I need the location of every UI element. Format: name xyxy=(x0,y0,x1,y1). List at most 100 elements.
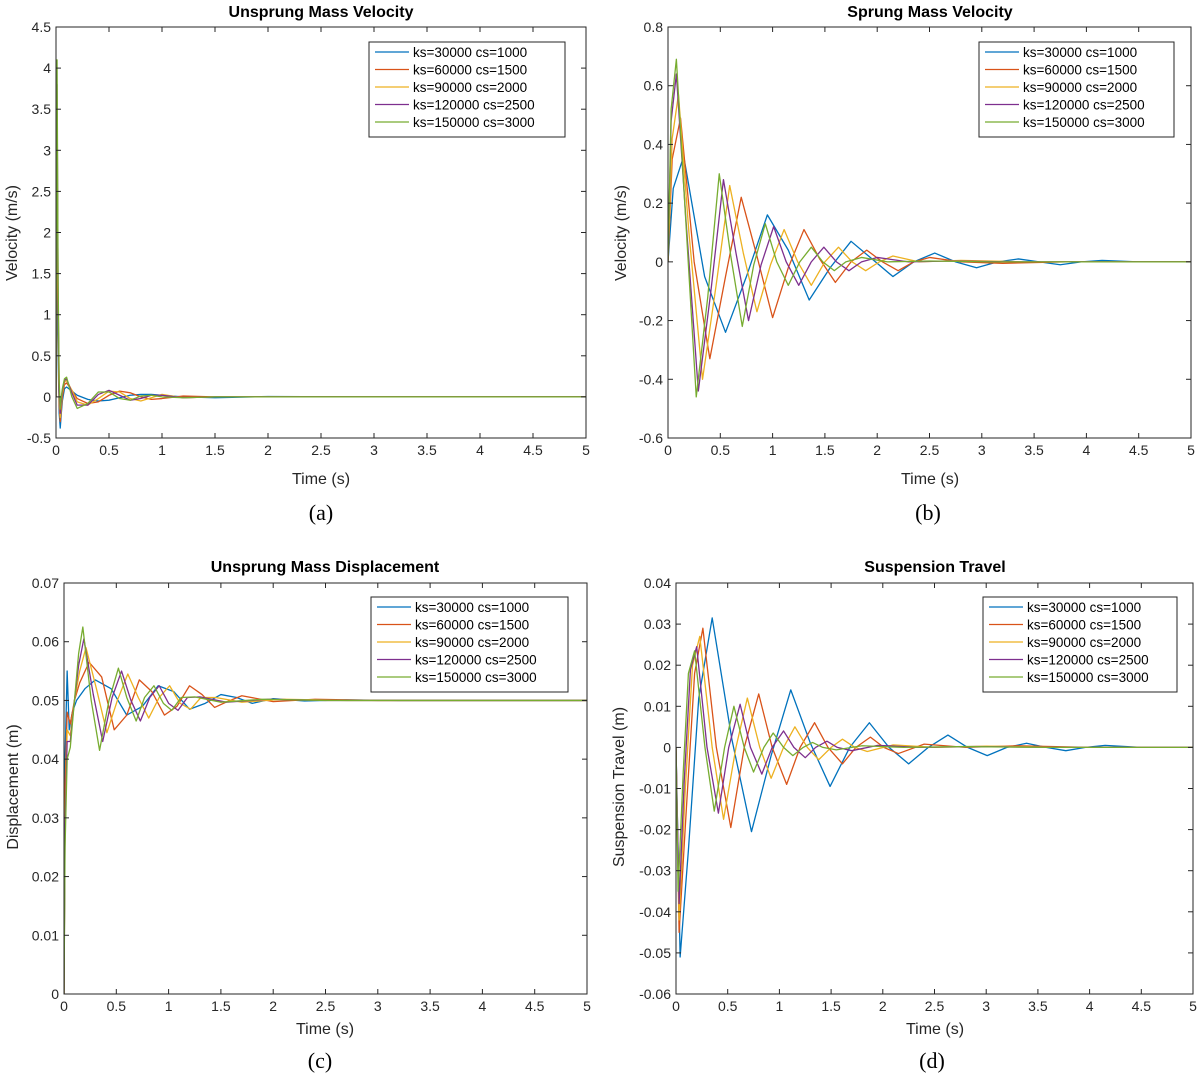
caption: (c) xyxy=(308,1048,332,1073)
y-tick-label: 0 xyxy=(51,986,59,1002)
series-line xyxy=(56,182,586,423)
x-tick-label: 3 xyxy=(982,998,990,1014)
y-tick-label: 4.5 xyxy=(32,19,52,35)
y-tick-label: 0 xyxy=(43,389,51,405)
y-tick-label: 3 xyxy=(43,142,51,158)
x-tick-label: 3.5 xyxy=(420,998,440,1014)
x-tick-label: 0 xyxy=(60,998,68,1014)
x-tick-label: 4.5 xyxy=(523,442,543,458)
x-tick-label: 1.5 xyxy=(821,998,841,1014)
y-axis-label: Displacement (m) xyxy=(5,724,22,849)
y-tick-label: -0.4 xyxy=(639,371,663,387)
x-tick-label: 0.5 xyxy=(711,442,731,458)
x-tick-label: 5 xyxy=(1189,998,1197,1014)
legend-entry: ks=90000 cs=2000 xyxy=(1023,80,1137,95)
x-tick-label: 0 xyxy=(672,998,680,1014)
legend-entry: ks=150000 cs=3000 xyxy=(1027,670,1149,685)
y-tick-label: 3.5 xyxy=(32,101,52,117)
legend-entry: ks=60000 cs=1500 xyxy=(1027,618,1141,633)
x-tick-label: 1 xyxy=(769,442,777,458)
y-tick-label: 1.5 xyxy=(32,266,52,282)
series-line xyxy=(676,635,1193,921)
y-tick-label: 0.03 xyxy=(644,616,671,632)
legend-entry: ks=90000 cs=2000 xyxy=(1027,635,1141,650)
series-lines xyxy=(676,617,1193,958)
legend-entry: ks=90000 cs=2000 xyxy=(415,635,529,650)
x-tick-label: 2.5 xyxy=(311,442,331,458)
y-tick-label: 0.6 xyxy=(644,78,664,94)
x-tick-label: 4 xyxy=(479,998,487,1014)
chart-title: Sprung Mass Velocity xyxy=(847,4,1012,21)
legend-entry: ks=120000 cs=2500 xyxy=(413,98,535,113)
legend-box xyxy=(370,596,569,693)
y-tick-label: -0.06 xyxy=(639,986,671,1002)
chart-title: Unsprung Mass Displacement xyxy=(211,559,440,576)
x-axis-label: Time (s) xyxy=(296,1021,354,1038)
y-tick-label: 0.05 xyxy=(32,692,59,708)
legend-entry: ks=60000 cs=1500 xyxy=(415,618,529,633)
x-tick-label: 3.5 xyxy=(1024,442,1044,458)
x-tick-label: 2.5 xyxy=(925,998,945,1014)
x-tick-label: 0.5 xyxy=(718,998,738,1014)
y-tick-label: 0.04 xyxy=(32,751,59,767)
y-tick-label: 0.07 xyxy=(32,575,59,591)
x-tick-label: 4 xyxy=(476,442,484,458)
legend-entry: ks=30000 cs=1000 xyxy=(415,600,529,615)
x-tick-label: 3 xyxy=(978,442,986,458)
legend-box xyxy=(368,41,566,138)
y-tick-label: 2 xyxy=(43,225,51,241)
y-tick-label: 0.5 xyxy=(32,348,52,364)
y-tick-label: 1 xyxy=(43,307,51,323)
x-tick-label: 4.5 xyxy=(1129,442,1149,458)
x-tick-label: 0 xyxy=(52,442,60,458)
x-tick-label: 2.5 xyxy=(920,442,940,458)
x-tick-label: 4 xyxy=(1086,998,1094,1014)
y-tick-label: -0.02 xyxy=(639,822,671,838)
x-axis-label: Time (s) xyxy=(906,1021,964,1038)
legend: ks=30000 cs=1000 ks=60000 cs=1500 ks=90000… xyxy=(978,41,1175,138)
legend-entry: ks=30000 cs=1000 xyxy=(1023,45,1137,60)
x-tick-label: 1 xyxy=(165,998,173,1014)
y-tick-label: 0.04 xyxy=(644,575,671,591)
x-tick-label: 2 xyxy=(264,442,272,458)
x-tick-label: 3 xyxy=(374,998,382,1014)
x-tick-label: 0.5 xyxy=(107,998,127,1014)
legend-entry: ks=150000 cs=3000 xyxy=(415,670,537,685)
x-tick-label: 4.5 xyxy=(1132,998,1152,1014)
x-tick-label: 0 xyxy=(664,442,672,458)
series-line xyxy=(676,627,1193,933)
series-lines xyxy=(668,58,1191,398)
x-tick-label: 1.5 xyxy=(211,998,231,1014)
x-tick-label: 3 xyxy=(370,442,378,458)
x-tick-label: 4 xyxy=(1083,442,1091,458)
legend: ks=30000 cs=1000 ks=60000 cs=1500 ks=90000… xyxy=(370,596,569,693)
y-axis-label: Velocity (m/s) xyxy=(4,185,21,281)
legend-entry: ks=150000 cs=3000 xyxy=(413,115,535,130)
series-line xyxy=(56,59,586,410)
legend: ks=30000 cs=1000 ks=60000 cs=1500 ks=90000… xyxy=(982,596,1178,693)
y-tick-label: -0.01 xyxy=(639,781,671,797)
series-line xyxy=(64,626,587,994)
legend-entry: ks=30000 cs=1000 xyxy=(1027,600,1141,615)
x-tick-label: 3.5 xyxy=(417,442,437,458)
legend-entry: ks=120000 cs=2500 xyxy=(1023,98,1145,113)
y-tick-label: 0 xyxy=(655,254,663,270)
caption: (d) xyxy=(919,1048,945,1073)
y-tick-label: 0.02 xyxy=(32,869,59,885)
x-tick-label: 2 xyxy=(879,998,887,1014)
y-tick-label: -0.6 xyxy=(639,430,663,446)
y-tick-label: -0.04 xyxy=(639,904,671,920)
y-tick-label: 4 xyxy=(43,60,51,76)
chart-a: Unsprung Mass Velocity Time (s) Velocity… xyxy=(4,4,590,525)
y-tick-label: 0 xyxy=(663,739,671,755)
y-tick-label: 2.5 xyxy=(32,183,52,199)
series-lines xyxy=(64,626,587,994)
y-tick-label: -0.03 xyxy=(639,863,671,879)
series-line xyxy=(668,155,1191,333)
y-tick-label: 0.01 xyxy=(644,698,671,714)
x-tick-label: 1.5 xyxy=(815,442,835,458)
legend-box xyxy=(978,41,1175,138)
y-tick-label: 0.2 xyxy=(644,195,664,211)
chart-title: Suspension Travel xyxy=(864,559,1005,576)
